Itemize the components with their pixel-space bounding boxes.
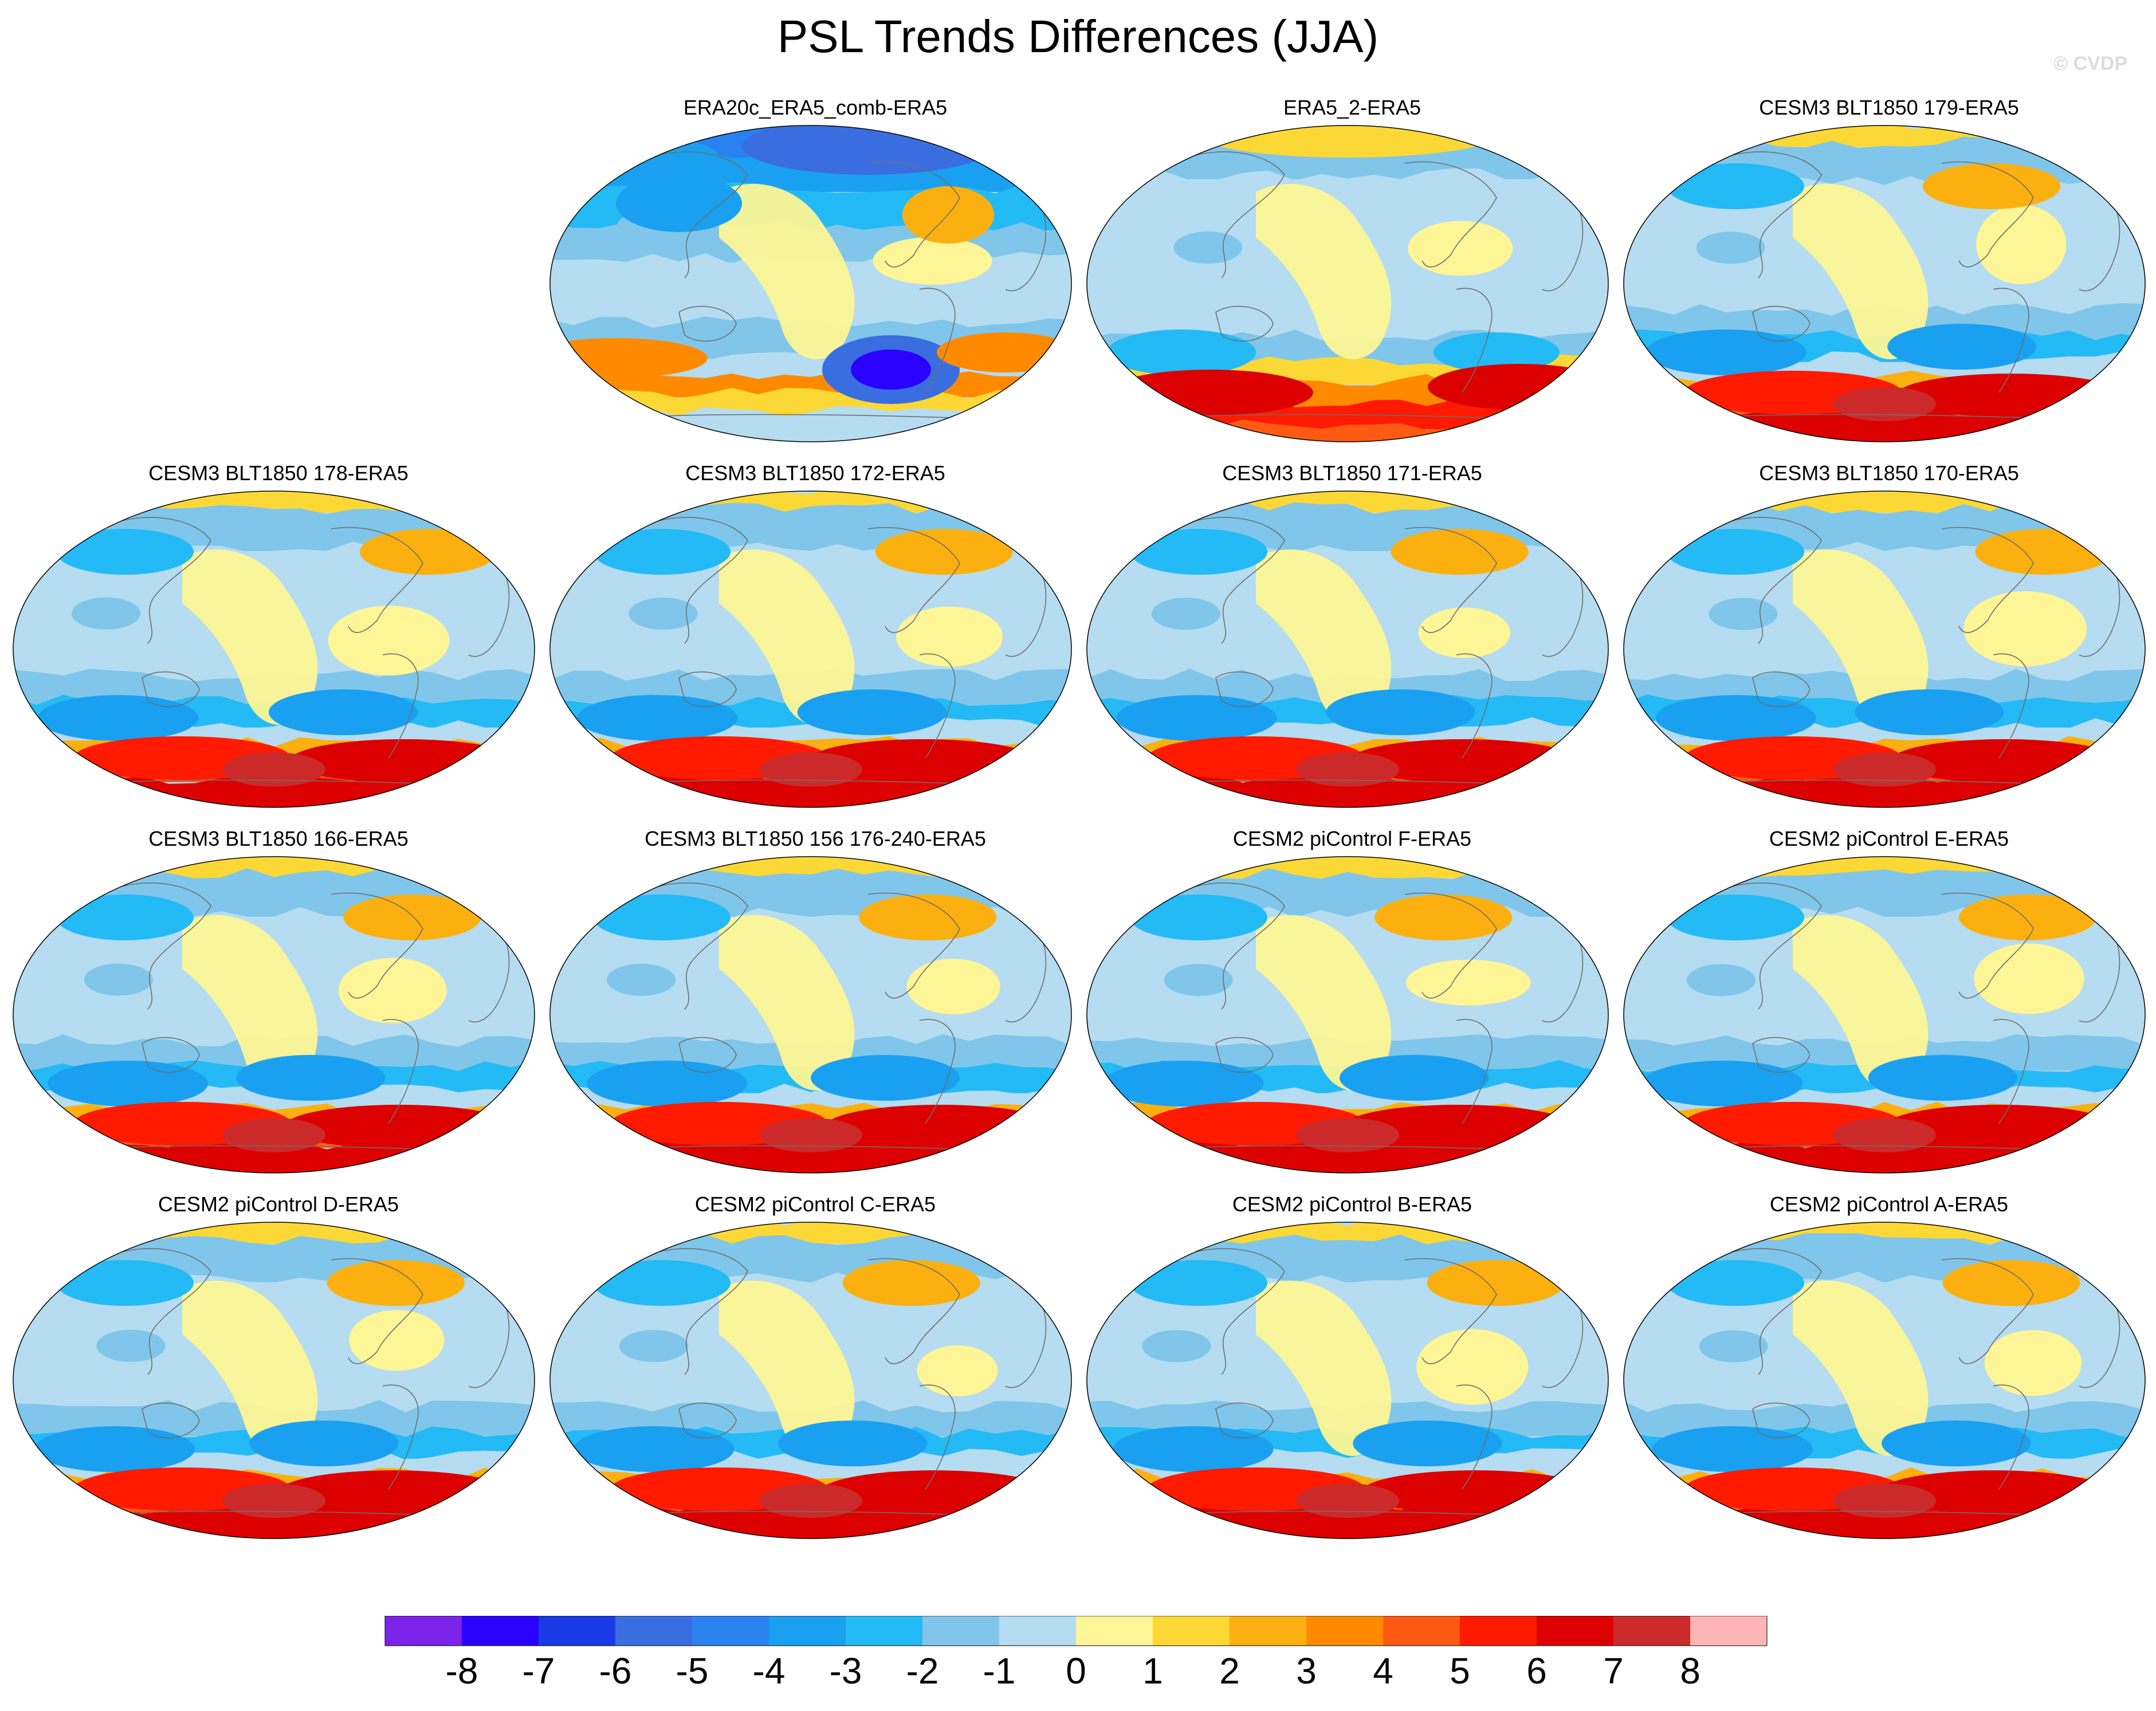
map-panel-title: CESM2 piControl E-ERA5 [1769, 827, 2009, 850]
robinson-map [1086, 490, 1609, 808]
robinson-map [1623, 490, 2146, 808]
robinson-map [1086, 1222, 1609, 1539]
colorbar-label: 3 [1296, 1650, 1317, 1692]
colorbar-box [1460, 1616, 1537, 1646]
map-panel: ERA5_2-ERA5 [1084, 95, 1620, 461]
map-panel-title: ERA5_2-ERA5 [1283, 96, 1421, 119]
map-field [550, 491, 1071, 807]
map-field [1087, 857, 1608, 1173]
colorbar-box [1230, 1616, 1306, 1646]
robinson-map [1623, 1222, 2146, 1539]
colorbar-label: -3 [830, 1650, 862, 1692]
map-panel-title: ERA20c_ERA5_comb-ERA5 [683, 96, 948, 119]
map-panel-title: CESM3 BLT1850 156 176-240-ERA5 [645, 827, 986, 850]
robinson-map [13, 1222, 535, 1539]
colorbar-box [615, 1616, 692, 1646]
colorbar-box [999, 1616, 1076, 1646]
colorbar-label: 6 [1526, 1650, 1547, 1692]
cvdp-credit: © CVDP [2053, 53, 2127, 74]
colorbar-label: 7 [1603, 1650, 1624, 1692]
map-panel: CESM2 piControl F-ERA5 [1084, 826, 1620, 1192]
colorbar-box [1613, 1616, 1690, 1646]
map-field [1624, 857, 2145, 1173]
robinson-map [13, 856, 535, 1174]
figure-title: PSL Trends Differences (JJA) [777, 11, 1379, 62]
map-panel: CESM3 BLT1850 179-ERA5 [1621, 95, 2156, 461]
map-panel: CESM3 BLT1850 171-ERA5 [1084, 460, 1620, 827]
robinson-map [13, 490, 535, 808]
map-panel-title: CESM3 BLT1850 170-ERA5 [1759, 461, 2019, 485]
map-panel-title: CESM2 piControl C-ERA5 [694, 1192, 936, 1216]
colorbar-box [922, 1616, 999, 1646]
colorbar-label: -4 [753, 1650, 786, 1692]
colorbar-box [1383, 1616, 1460, 1646]
map-field [550, 857, 1071, 1173]
map-panel: CESM2 piControl C-ERA5 [547, 1191, 1083, 1558]
map-field [13, 857, 535, 1173]
map-field [1087, 491, 1608, 807]
colorbar-label: 8 [1680, 1650, 1701, 1692]
colorbar-box [1153, 1616, 1230, 1646]
colorbar-box [846, 1616, 922, 1646]
map-panel-title: CESM2 piControl D-ERA5 [158, 1192, 399, 1216]
map-panel: CESM2 piControl B-ERA5 [1084, 1191, 1620, 1558]
map-panel: ERA20c_ERA5_comb-ERA5 [547, 95, 1083, 461]
map-field [1087, 1222, 1608, 1539]
colorbar-box [539, 1616, 615, 1646]
map-panel-title: CESM2 piControl F-ERA5 [1232, 827, 1472, 850]
map-panel: CESM3 BLT1850 172-ERA5 [547, 460, 1083, 827]
colorbar-label: 0 [1066, 1650, 1086, 1692]
map-field [550, 125, 1071, 442]
map-panel: CESM3 BLT1850 156 176-240-ERA5 [547, 826, 1083, 1192]
map-panel: CESM3 BLT1850 166-ERA5 [10, 826, 547, 1192]
map-panel-title: CESM2 piControl A-ERA5 [1769, 1192, 2009, 1216]
colorbar-label: 1 [1142, 1650, 1163, 1692]
robinson-map [1086, 856, 1609, 1174]
map-panel-title: CESM3 BLT1850 172-ERA5 [685, 461, 945, 485]
robinson-map [1623, 125, 2146, 442]
colorbar-box [385, 1616, 462, 1646]
map-panel-title: CESM2 piControl B-ERA5 [1232, 1192, 1472, 1216]
colorbar-box [692, 1616, 769, 1646]
map-panel: CESM3 BLT1850 170-ERA5 [1621, 460, 2156, 827]
colorbar-box [1690, 1616, 1767, 1646]
map-panel-title: CESM3 BLT1850 166-ERA5 [148, 827, 409, 850]
robinson-map [549, 1222, 1072, 1539]
map-panel-title: CESM3 BLT1850 171-ERA5 [1222, 461, 1482, 485]
colorbar: -8 -7 -6 -5 -4 -3 -2 -1 0 1 2 3 4 5 6 7 8 [384, 1616, 1768, 1692]
colorbar-box [1306, 1616, 1383, 1646]
robinson-map [1623, 856, 2146, 1174]
robinson-map [1086, 125, 1609, 442]
colorbar-label: -2 [906, 1650, 939, 1692]
colorbar-label: 4 [1373, 1650, 1393, 1692]
map-field [1624, 491, 2145, 807]
map-field [13, 491, 535, 807]
colorbar-label: -5 [676, 1650, 709, 1692]
map-field [550, 1222, 1071, 1539]
colorbar-label: 5 [1450, 1650, 1470, 1692]
colorbar-label: -7 [523, 1650, 555, 1692]
map-panel: CESM2 piControl E-ERA5 [1621, 826, 2156, 1192]
map-panel: CESM3 BLT1850 178-ERA5 [10, 460, 547, 827]
map-field [13, 1222, 535, 1539]
map-field [1624, 1222, 2145, 1539]
colorbar-box [769, 1616, 846, 1646]
map-panel-title: CESM3 BLT1850 179-ERA5 [1759, 96, 2019, 119]
colorbar-label: 2 [1219, 1650, 1240, 1692]
robinson-map [549, 856, 1072, 1174]
map-field [1087, 125, 1608, 442]
colorbar-label: -8 [446, 1650, 478, 1692]
map-field [1624, 125, 2145, 442]
map-panel: CESM2 piControl A-ERA5 [1621, 1191, 2156, 1558]
robinson-map [549, 490, 1072, 808]
map-panel: CESM2 piControl D-ERA5 [10, 1191, 547, 1558]
colorbar-box [462, 1616, 539, 1646]
colorbar-box [1537, 1616, 1613, 1646]
robinson-map [549, 125, 1072, 442]
colorbar-label: -1 [983, 1650, 1016, 1692]
colorbar-label: -6 [599, 1650, 632, 1692]
colorbar-box [1076, 1616, 1153, 1646]
map-panel-title: CESM3 BLT1850 178-ERA5 [148, 461, 409, 485]
